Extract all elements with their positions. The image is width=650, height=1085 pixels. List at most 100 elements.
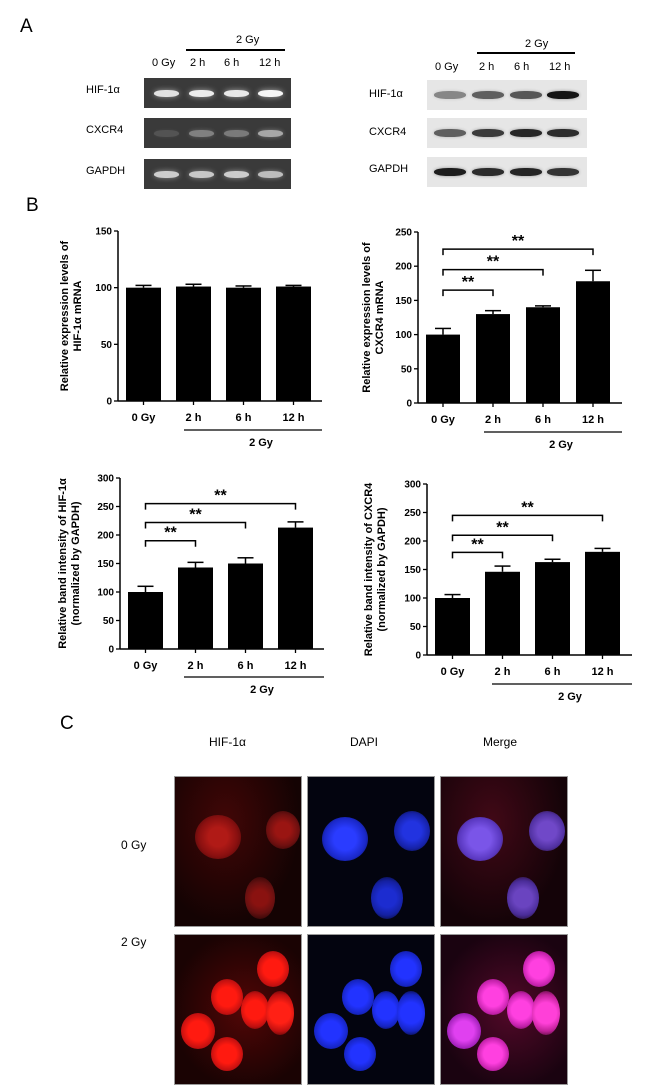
gel-band [510,129,542,137]
gel-band [434,129,466,137]
significance-bracket [442,289,494,297]
x-tick-label: 0 Gy [134,660,159,672]
x-tick-label: 2 h [485,414,501,426]
pcr-lane-label-1: 2 h [190,57,206,69]
y-tick-label: 0 [108,645,114,656]
pcr-row-label-hif: HIF-1α [86,84,120,96]
gel-band [258,89,283,97]
y-tick-label: 50 [410,622,422,633]
y-tick-label: 0 [415,651,421,662]
bar [278,527,313,649]
significance-bracket [442,248,594,256]
wb-lane-label-3: 12 h [549,61,571,73]
y-tick-label: 150 [95,227,112,238]
bar-chart-1: 0 50 100 150 200 250 0 Gy 2 h 6 h 12 h 2 Gy Relativ… [361,228,622,451]
gel-band [472,129,504,137]
bar [426,334,460,403]
bar [476,314,510,403]
x-tick-label: 2 h [186,412,202,424]
group-label: 2 Gy [549,439,574,451]
gel-strip-1 [144,118,291,148]
wb-group-label: 2 Gy [525,38,549,50]
panel-b-letter: B [26,195,39,216]
significance-stars: ** [471,536,484,553]
x-tick-label: 6 h [236,412,252,424]
pcr-lane-label-3: 12 h [259,57,281,69]
y-tick-label: 250 [395,228,412,239]
y-tick-label: 300 [97,474,114,485]
gel-band [472,91,504,99]
y-tick-label: 200 [404,537,421,548]
significance-stars: ** [487,254,500,271]
y-axis-label: Relative band intensity of CXCR4 [363,482,375,656]
gel-band [224,129,249,137]
y-tick-label: 250 [404,508,421,519]
gel-band [547,129,579,137]
gel-band [434,91,466,99]
y-axis-label: (normalized by GAPDH) [70,501,82,625]
gel-band [189,170,214,178]
micrograph-dapi-0gy [307,776,435,927]
pcr-lane-label-2: 6 h [224,57,240,69]
x-tick-label: 6 h [238,660,254,672]
significance-stars: ** [164,525,177,542]
x-tick-label: 12 h [591,666,613,678]
gel-strip-0 [427,80,587,110]
pcr-group-label: 2 Gy [236,34,260,46]
y-tick-label: 0 [406,399,412,410]
significance-stars: ** [462,274,475,291]
gel-strip-0 [144,78,291,108]
bar [126,287,161,401]
significance-bracket [442,268,544,276]
pcr-group-line [186,49,285,51]
x-tick-label: 12 h [282,412,304,424]
bar [128,592,163,649]
gel-band [154,89,179,97]
micrograph-merge-0gy [440,776,568,927]
y-tick-label: 0 [106,397,112,408]
gel-band [472,168,504,176]
y-tick-label: 150 [395,296,412,307]
x-tick-label: 2 h [495,666,511,678]
group-label: 2 Gy [558,691,583,703]
y-tick-label: 100 [95,283,112,294]
bar [535,562,570,655]
significance-stars: ** [214,488,227,505]
y-tick-label: 300 [404,480,421,491]
bar [176,286,211,401]
gel-band [258,129,283,137]
bar [435,598,470,655]
gel-band [224,170,249,178]
x-tick-label: 2 h [188,660,204,672]
bar-chart-0: 0 50 100 150 0 Gy 2 h 6 h 12 h 2 Gy Relative expr… [59,227,322,449]
bar-chart-2: 0 50 100 150 200 250 300 0 Gy 2 h 6 h 12 h 2 Gy Rela… [57,474,324,696]
gel-band [189,129,214,137]
wb-row-label-gapdh: GAPDH [369,163,409,175]
wb-group-line [477,52,575,54]
y-tick-label: 50 [401,364,413,375]
significance-bracket [144,539,197,547]
wb-lane-label-0: 0 Gy [435,61,459,73]
micro-row-label-0gy: 0 Gy [121,838,147,852]
gel-band [434,168,466,176]
micrograph-hif-0gy [174,776,302,927]
x-tick-label: 6 h [545,666,561,678]
x-tick-label: 12 h [582,414,604,426]
y-tick-label: 100 [97,588,114,599]
significance-stars: ** [521,499,534,516]
bar [526,307,560,403]
significance-bracket [451,514,604,522]
y-tick-label: 100 [404,594,421,605]
y-axis-label: Relative expression levels of [59,240,71,391]
micro-col-label-merge: Merge [483,735,518,749]
significance-bracket [144,502,297,510]
gel-band [189,89,214,97]
micrograph-hif-2gy [174,934,302,1085]
micro-row-label-2gy: 2 Gy [121,935,147,949]
gel-strip-1 [427,118,587,148]
chart-hif-mrna: 0 50 100 150 0 Gy 2 h 6 h 12 h 2 Gy Relative expr… [57,227,632,703]
gel-band [224,89,249,97]
gel-band [547,91,579,99]
pcr-row-label-cxcr4: CXCR4 [86,124,124,136]
y-axis-label: (normalized by GAPDH) [376,507,388,631]
